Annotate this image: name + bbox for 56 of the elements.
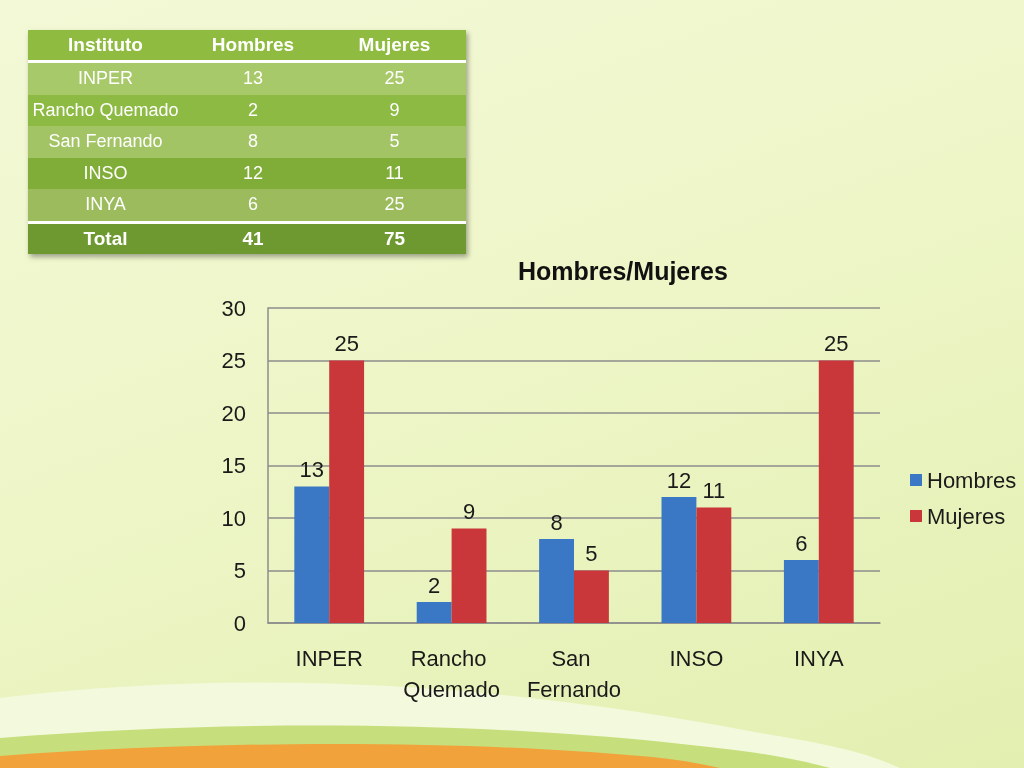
y-tick-label: 20 [221, 400, 246, 426]
legend-label: Mujeres [927, 503, 1006, 529]
category-label: San Fernando [28, 126, 183, 158]
category-label: INPER [28, 63, 183, 95]
y-tick-label: 15 [221, 453, 246, 478]
data-label: 11 [702, 478, 726, 503]
data-label: 2 [428, 572, 441, 598]
bar [661, 497, 697, 623]
x-tick-label: Rancho Quemado [403, 646, 500, 702]
series-label: Mujeres [323, 30, 466, 60]
chart-title: Hombres/Mujeres [518, 256, 728, 285]
y-tick-label: 10 [221, 505, 246, 531]
data-label: 12 [666, 467, 692, 493]
x-tick-label: INYA [793, 646, 844, 671]
data-label: 12 [183, 157, 323, 189]
y-tick-label: 0 [233, 610, 246, 636]
bar [574, 570, 609, 623]
data-label: 8 [550, 509, 563, 535]
data-label: 5 [323, 126, 466, 158]
y-tick-label: 25 [221, 348, 246, 373]
data-label: 6 [795, 530, 808, 556]
data-label: 13 [299, 457, 324, 482]
text: Total [28, 223, 183, 254]
bar [783, 560, 819, 623]
data-label: 9 [462, 499, 476, 524]
data-label: 6 [183, 189, 323, 221]
category-label: INSO [28, 157, 183, 189]
data-label: 25 [323, 63, 466, 95]
bar [416, 602, 452, 623]
data-label: 9 [323, 94, 466, 126]
data-label: 25 [824, 331, 849, 356]
series-label: Hombres [183, 30, 323, 60]
data-label: 25 [334, 331, 359, 356]
data-label: 13 [183, 63, 323, 95]
data-label: 25 [323, 189, 466, 221]
legend-label: Hombres [927, 467, 1017, 493]
y-tick-label: 5 [233, 558, 246, 583]
text: 41 [183, 223, 323, 254]
text: Instituto [28, 30, 183, 60]
bar [451, 528, 487, 623]
bar [294, 486, 330, 623]
category-label: Rancho Quemado [28, 94, 183, 126]
data-label: 11 [323, 157, 466, 189]
x-tick-label: INPER [295, 646, 363, 671]
text: 75 [323, 223, 466, 254]
bar [329, 360, 365, 623]
x-tick-label: INSO [669, 646, 724, 671]
x-tick-label: San Fernando [526, 646, 622, 702]
bar [818, 360, 854, 623]
y-tick-label: 30 [221, 295, 246, 321]
data-label: 2 [183, 94, 323, 126]
data-label: 5 [585, 541, 598, 566]
data-label: 8 [183, 126, 323, 158]
bar [696, 507, 732, 623]
category-label: INYA [28, 189, 183, 221]
bar [539, 539, 574, 623]
